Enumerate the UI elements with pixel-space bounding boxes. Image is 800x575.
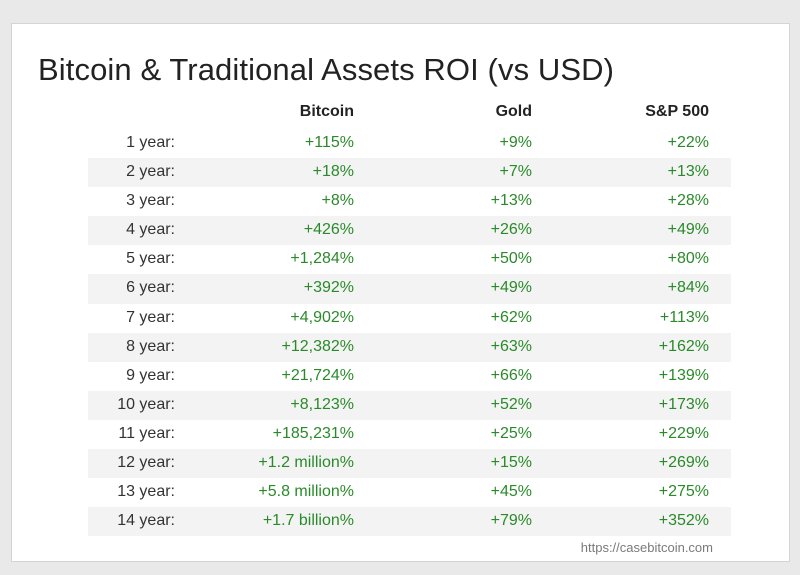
cell-bitcoin: +21,724% bbox=[281, 366, 354, 384]
column-header-bitcoin: Bitcoin bbox=[299, 103, 354, 120]
cell-gold: +79% bbox=[490, 512, 532, 530]
table-row: 1 year: +115% +9% +22% bbox=[12, 129, 789, 158]
row-label: 6 year: bbox=[126, 279, 175, 297]
cell-sp500: +113% bbox=[659, 308, 709, 326]
roi-table-card: Bitcoin & Traditional Assets ROI (vs USD… bbox=[11, 23, 790, 562]
table-row: 14 year: +1.7 billion% +79% +352% bbox=[12, 507, 789, 537]
cell-sp500: +139% bbox=[658, 366, 709, 384]
row-label: 4 year: bbox=[126, 221, 175, 239]
cell-bitcoin: +18% bbox=[312, 163, 354, 181]
row-label: 9 year: bbox=[126, 366, 175, 384]
table-row: 5 year: +1,284% +50% +80% bbox=[12, 245, 789, 274]
cell-gold: +50% bbox=[490, 250, 532, 268]
cell-bitcoin: +426% bbox=[303, 221, 354, 239]
row-label: 5 year: bbox=[126, 250, 175, 268]
cell-sp500: +269% bbox=[658, 454, 709, 472]
cell-bitcoin: +392% bbox=[303, 279, 354, 297]
cell-gold: +62% bbox=[490, 308, 532, 326]
cell-bitcoin: +1.7 billion% bbox=[262, 512, 354, 530]
cell-gold: +9% bbox=[499, 134, 532, 151]
cell-bitcoin: +1.2 million% bbox=[258, 454, 354, 472]
table-row: 12 year: +1.2 million% +15% +269% bbox=[12, 449, 789, 479]
cell-gold: +52% bbox=[490, 395, 532, 413]
cell-sp500: +22% bbox=[667, 134, 709, 151]
cell-sp500: +84% bbox=[667, 279, 709, 297]
chart-title: Bitcoin & Traditional Assets ROI (vs USD… bbox=[38, 52, 615, 87]
row-label: 2 year: bbox=[126, 163, 175, 181]
row-label: 12 year: bbox=[117, 454, 175, 472]
cell-bitcoin: +185,231% bbox=[272, 424, 354, 442]
cell-sp500: +28% bbox=[667, 192, 709, 210]
table-row: 11 year: +185,231% +25% +229% bbox=[12, 420, 789, 449]
table-row: 7 year: +4,902% +62% +113% bbox=[12, 304, 789, 333]
cell-gold: +15% bbox=[490, 454, 532, 472]
row-label: 11 year: bbox=[118, 424, 175, 442]
row-label: 7 year: bbox=[126, 308, 175, 326]
cell-sp500: +13% bbox=[667, 163, 709, 181]
cell-sp500: +49% bbox=[667, 221, 709, 239]
row-label: 8 year: bbox=[126, 337, 175, 355]
cell-sp500: +352% bbox=[658, 512, 709, 530]
column-header-gold: Gold bbox=[495, 103, 532, 120]
cell-sp500: +80% bbox=[667, 250, 709, 268]
cell-bitcoin: +8% bbox=[321, 192, 354, 210]
cell-gold: +49% bbox=[490, 279, 532, 297]
table-row: 6 year: +392% +49% +84% bbox=[12, 274, 789, 304]
row-label: 14 year: bbox=[117, 512, 175, 530]
cell-bitcoin: +4,902% bbox=[290, 308, 354, 326]
cell-bitcoin: +12,382% bbox=[281, 337, 354, 355]
table-row: 9 year: +21,724% +66% +139% bbox=[12, 362, 789, 391]
cell-gold: +26% bbox=[490, 221, 532, 239]
cell-gold: +7% bbox=[499, 163, 532, 181]
table-row: 8 year: +12,382% +63% +162% bbox=[12, 332, 789, 362]
row-label: 10 year: bbox=[117, 395, 175, 413]
table-row: 10 year: +8,123% +52% +173% bbox=[12, 390, 789, 421]
table-row: 13 year: +5.8 million% +45% +275% bbox=[12, 478, 789, 507]
table-body: 1 year: +115% +9% +22% 2 year: +18% +7% +13% 3 y… bbox=[12, 129, 789, 537]
column-header-sp500: S&P 500 bbox=[645, 103, 709, 120]
table-row: 3 year: +8% +13% +28% bbox=[12, 187, 789, 216]
row-label: 3 year: bbox=[126, 192, 175, 210]
cell-gold: +25% bbox=[490, 424, 532, 442]
table-row: 2 year: +18% +7% +13% bbox=[12, 158, 789, 188]
cell-bitcoin: +1,284% bbox=[290, 250, 354, 268]
row-label: 1 year: bbox=[126, 134, 175, 151]
cell-bitcoin: +8,123% bbox=[290, 395, 354, 413]
cell-gold: +45% bbox=[490, 483, 532, 501]
cell-gold: +13% bbox=[490, 192, 532, 210]
source-link[interactable]: https://casebitcoin.com bbox=[580, 540, 713, 555]
cell-sp500: +229% bbox=[658, 424, 709, 442]
table-row: 4 year: +426% +26% +49% bbox=[12, 216, 789, 246]
cell-sp500: +173% bbox=[658, 395, 709, 413]
table-header: Bitcoin Gold S&P 500 bbox=[12, 103, 789, 127]
cell-gold: +66% bbox=[490, 366, 532, 384]
row-label: 13 year: bbox=[117, 483, 175, 501]
cell-sp500: +275% bbox=[658, 483, 709, 501]
cell-gold: +63% bbox=[490, 337, 532, 355]
cell-bitcoin: +5.8 million% bbox=[258, 483, 354, 501]
cell-bitcoin: +115% bbox=[304, 134, 354, 151]
cell-sp500: +162% bbox=[658, 337, 709, 355]
